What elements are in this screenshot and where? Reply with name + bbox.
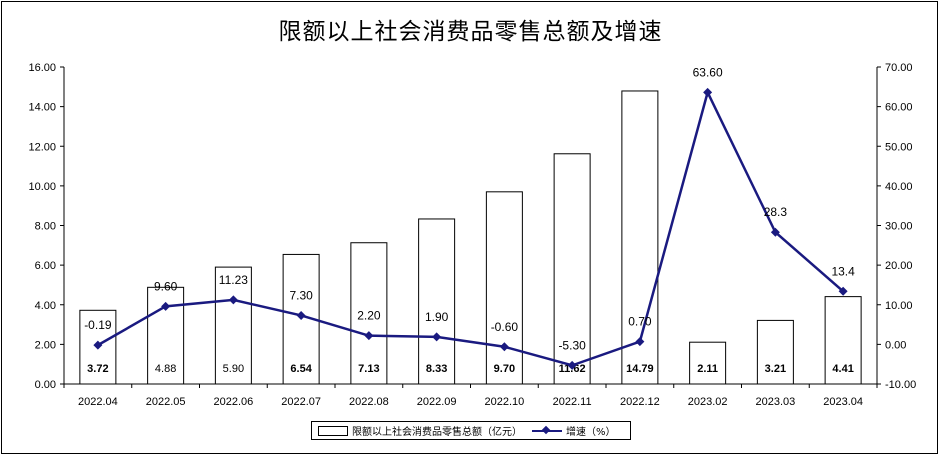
y-left-tick-label: 12.00 xyxy=(28,141,56,153)
y-right-tick-label: 0.00 xyxy=(885,339,906,351)
bar xyxy=(214,266,252,385)
bar-value-label: 7.13 xyxy=(358,363,379,375)
line-point xyxy=(567,360,577,370)
line-value-label: -0.60 xyxy=(491,320,519,334)
line-point xyxy=(635,337,645,347)
y-left-tick-label: 10.00 xyxy=(28,181,56,193)
bar-value-label: 3.21 xyxy=(765,363,786,375)
y-right-tick-label: 30.00 xyxy=(885,221,913,233)
legend-line-label: 增速（%） xyxy=(566,427,616,438)
y-right-tick-label: 20.00 xyxy=(885,260,913,272)
legend-item-line: 增速（%） xyxy=(532,423,616,438)
bar-value-label: 9.70 xyxy=(494,363,515,375)
bar-value-label: 2.11 xyxy=(697,363,718,375)
line-value-label: -0.19 xyxy=(84,318,112,332)
y-right-tick-label: 70.00 xyxy=(885,62,913,74)
line-point xyxy=(499,342,509,352)
bar xyxy=(689,341,727,385)
bar xyxy=(485,191,523,385)
y-left-tick-label: 2.00 xyxy=(35,339,56,351)
y-left-tick-label: 16.00 xyxy=(28,62,56,74)
bar xyxy=(824,296,862,385)
line-value-label: 63.60 xyxy=(693,65,723,79)
bar-value-label: 3.72 xyxy=(87,363,108,375)
line-value-label: -5.30 xyxy=(558,338,586,352)
bar-value-label: 5.90 xyxy=(223,363,244,375)
y-right-tick-label: 40.00 xyxy=(885,181,913,193)
legend-line-swatch xyxy=(532,426,562,436)
bar xyxy=(418,218,456,385)
line-value-label: 2.20 xyxy=(357,309,381,323)
bar xyxy=(553,153,591,385)
y-right-tick-label: 50.00 xyxy=(885,141,913,153)
line-point xyxy=(161,301,171,311)
line-point xyxy=(703,87,713,97)
x-tick-label: 2022.04 xyxy=(78,396,118,408)
bar xyxy=(621,90,659,385)
growth-line xyxy=(97,88,844,367)
x-tick-label: 2022.05 xyxy=(146,396,186,408)
legend-item-bar: 限额以上社会消费品零售总额（亿元） xyxy=(318,423,522,438)
line-value-label: 1.90 xyxy=(425,310,449,324)
y-left-tick-label: 8.00 xyxy=(35,221,56,233)
line-value-label: 7.30 xyxy=(289,288,313,302)
y-right-tick-label: 10.00 xyxy=(885,300,913,312)
line-value-label: 9.60 xyxy=(154,279,178,293)
bar-value-label: 6.54 xyxy=(290,363,312,375)
bar xyxy=(350,242,388,385)
y-left-tick-label: 0.00 xyxy=(35,379,56,391)
line-point xyxy=(364,331,374,341)
x-tick-label: 2022.06 xyxy=(213,396,253,408)
line-point xyxy=(228,295,238,305)
y-left-tick-label: 6.00 xyxy=(35,260,56,272)
x-tick-label: 2023.02 xyxy=(688,396,728,408)
y-right-tick-label: 60.00 xyxy=(885,102,913,114)
chart-title: 限额以上社会消费品零售总额及增速 xyxy=(278,19,663,45)
x-tick-label: 2022.10 xyxy=(484,396,524,408)
bar-value-label: 4.41 xyxy=(832,363,853,375)
line-value-label: 13.4 xyxy=(831,264,855,278)
bar-value-label: 8.33 xyxy=(426,363,447,375)
x-tick-label: 2022.12 xyxy=(620,396,660,408)
line-point xyxy=(838,286,848,296)
line-point xyxy=(296,310,306,320)
x-tick-label: 2023.03 xyxy=(755,396,795,408)
x-tick-label: 2022.07 xyxy=(281,396,321,408)
bar-value-label: 4.88 xyxy=(155,363,176,375)
x-tick-label: 2022.11 xyxy=(553,396,592,408)
x-tick-label: 2022.08 xyxy=(349,396,389,408)
x-tick-label: 2022.09 xyxy=(417,396,457,408)
line-value-label: 11.23 xyxy=(219,273,248,287)
y-left-tick-label: 14.00 xyxy=(28,102,56,114)
legend-bar-label: 限额以上社会消费品零售总额（亿元） xyxy=(352,427,522,438)
line-point xyxy=(770,227,780,237)
y-left-tick-label: 4.00 xyxy=(35,300,56,312)
line-value-label: 0.70 xyxy=(628,315,652,329)
line-point xyxy=(432,332,442,342)
bar xyxy=(756,319,794,385)
x-tick-label: 2023.04 xyxy=(823,396,863,408)
line-point xyxy=(93,340,103,350)
legend-bar-swatch xyxy=(318,425,348,436)
bar-value-label: 14.79 xyxy=(626,363,654,375)
legend: 限额以上社会消费品零售总额（亿元） 增速（%） xyxy=(311,421,631,440)
line-value-label: 28.3 xyxy=(764,205,788,219)
y-right-tick-label: -10.00 xyxy=(885,379,916,391)
